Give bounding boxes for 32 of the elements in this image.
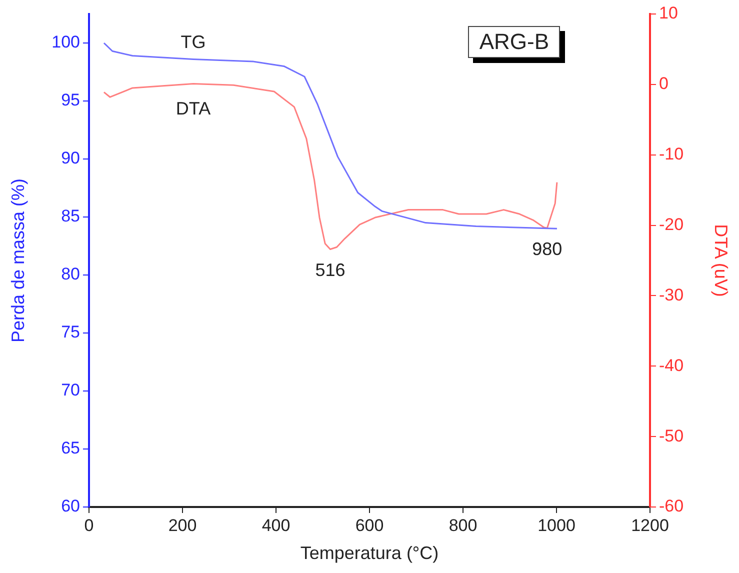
y-axis-title: Perda de massa (%) xyxy=(8,178,28,343)
y-tick-label: 60 xyxy=(61,496,80,516)
y-tick-label: 75 xyxy=(61,322,80,342)
y2-tick-label: -10 xyxy=(659,144,684,164)
x-tick-label: 1200 xyxy=(631,516,669,535)
x-tick-label: 400 xyxy=(262,516,290,535)
y-tick-label: 100 xyxy=(52,32,80,52)
annotation: ARG-B xyxy=(468,26,560,58)
x-tick-label: 200 xyxy=(168,516,197,535)
y2-tick-label: -50 xyxy=(659,426,684,446)
y2-tick-label: -60 xyxy=(659,496,684,516)
annotation: 980 xyxy=(532,239,562,260)
y-tick-label: 70 xyxy=(61,380,80,400)
series-label: DTA xyxy=(176,98,211,119)
annotation: 516 xyxy=(315,260,346,280)
y2-tick-label: -40 xyxy=(659,356,684,375)
y2-tick-label: 10 xyxy=(659,4,678,23)
x-tick-label: 800 xyxy=(448,516,478,535)
series-label: TG xyxy=(180,32,206,52)
y2-axis-title: DTA (uV) xyxy=(711,224,732,297)
y-tick-label: 85 xyxy=(61,206,80,226)
x-tick-label: 600 xyxy=(355,516,384,535)
y-tick-label: 65 xyxy=(61,438,80,458)
y-tick-label: 80 xyxy=(61,264,80,284)
x-axis-title: Temperatura (°C) xyxy=(300,543,439,564)
y2-tick-label: 0 xyxy=(659,74,668,94)
x-tick-label: 0 xyxy=(84,516,94,535)
y2-tick-label: -30 xyxy=(659,285,684,304)
y-tick-label: 95 xyxy=(61,90,80,110)
y2-tick-label: -20 xyxy=(659,214,684,234)
x-tick-label: 1000 xyxy=(538,516,576,535)
y-tick-label: 90 xyxy=(61,148,80,168)
